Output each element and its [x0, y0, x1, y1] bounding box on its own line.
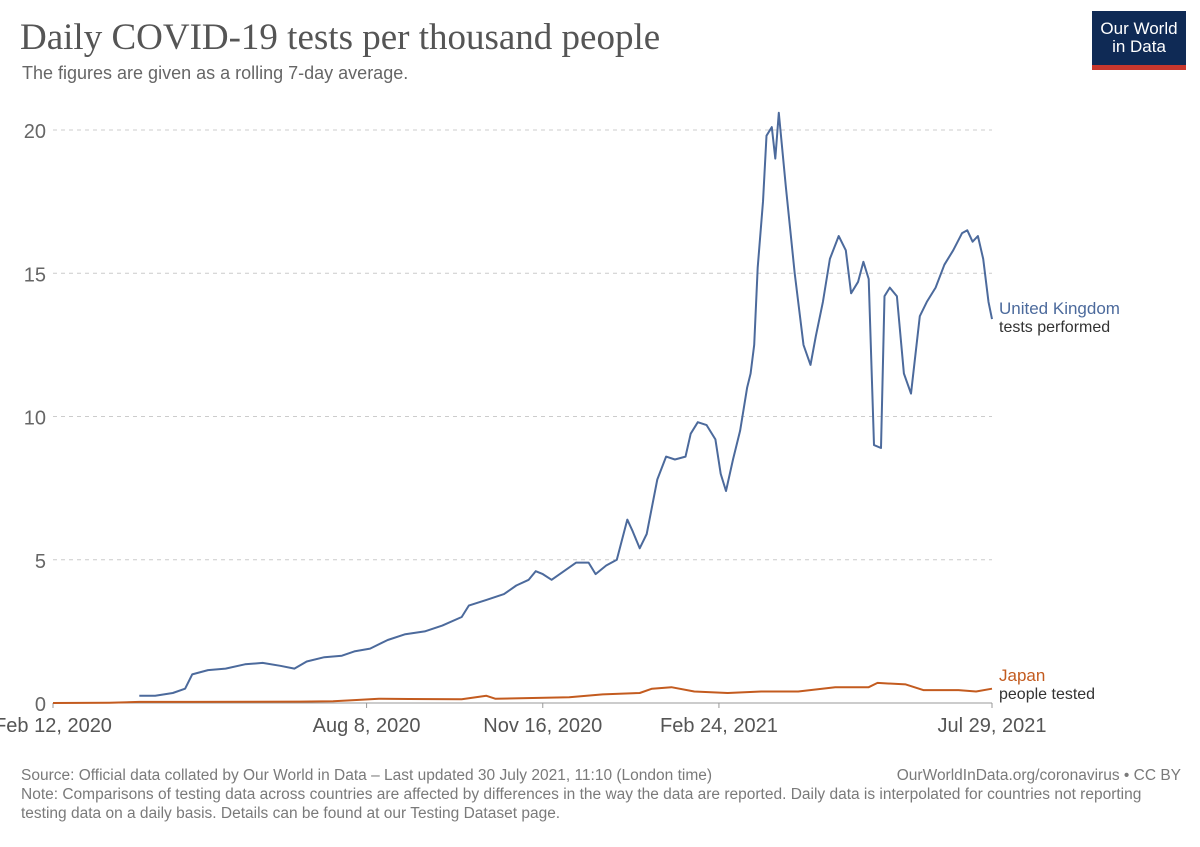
source-text: Source: Official data collated by Our Wo…	[21, 767, 713, 784]
japan-series-line	[52, 681, 993, 704]
series-lines	[52, 111, 993, 704]
y-tick-label: 15	[24, 264, 46, 286]
x-tick-label: Aug 8, 2020	[313, 715, 421, 737]
note-text: Note: Comparisons of testing data across…	[21, 786, 1142, 822]
y-tick-label: 20	[24, 121, 46, 143]
y-tick-label: 10	[24, 408, 46, 430]
series-name-label: United Kingdom	[999, 299, 1120, 318]
y-tick-label: 0	[35, 694, 46, 716]
y-tick-label: 5	[35, 551, 46, 573]
logo-line-2: in Data	[1112, 37, 1166, 56]
source-url-link[interactable]: OurWorldInData.org/coronavirus • CC BY	[896, 767, 1181, 784]
x-tick-label: Feb 24, 2021	[660, 715, 778, 737]
chart-title: Daily COVID-19 tests per thousand people	[20, 17, 661, 58]
series-sub-label: tests performed	[999, 319, 1110, 336]
x-tick-label: Nov 16, 2020	[483, 715, 602, 737]
logo-line-1: Our World	[1100, 19, 1178, 38]
chart-footer: Source: Official data collated by Our Wo…	[21, 766, 1181, 823]
x-axis: Feb 12, 2020 Aug 8, 2020 Nov 16, 2020 Feb 2…	[0, 702, 1047, 737]
series-name-label: Japan	[999, 666, 1045, 685]
y-axis-ticks: 0 5 10 15 20	[24, 121, 46, 716]
series-sub-label: people tested	[999, 686, 1095, 703]
line-chart: 0 5 10 15 20 Feb 12, 2020 Aug 8, 2020 Nov 16, …	[0, 111, 1120, 737]
x-tick-label: Jul 29, 2021	[938, 715, 1047, 737]
x-tick-label: Feb 12, 2020	[0, 715, 112, 737]
uk-series-line	[139, 111, 993, 697]
owid-logo[interactable]: Our World in Data	[1092, 11, 1186, 70]
gridlines	[53, 129, 992, 561]
chart-subtitle: The figures are given as a rolling 7-day…	[22, 63, 409, 83]
